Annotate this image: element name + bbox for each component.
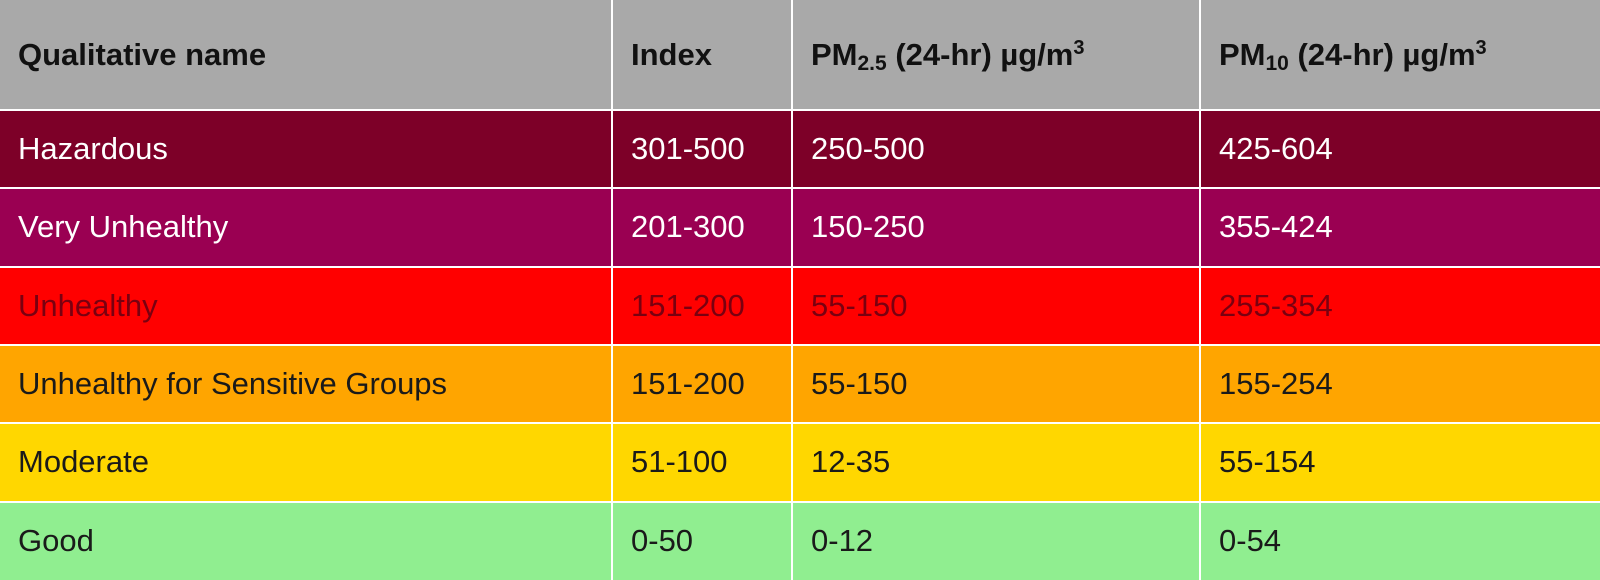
cell-qualitative-name: Good <box>0 500 613 580</box>
cell-pm10: 55-154 <box>1199 422 1600 503</box>
cell-pm25: 150-250 <box>791 187 1201 268</box>
header-pm25: PM2.5 (24-hr) µg/m3 <box>791 0 1201 111</box>
cell-index: 51-100 <box>611 422 793 503</box>
header-pm10-prefix: PM <box>1219 36 1266 72</box>
cell-pm25: 250-500 <box>791 108 1201 190</box>
table-body: Hazardous 301-500 250-500 425-604 Very U… <box>0 108 1600 580</box>
header-pm25-prefix: PM <box>811 36 858 72</box>
cell-qualitative-name: Unhealthy <box>0 265 613 346</box>
header-pm10-suffix: (24-hr) µg/m <box>1288 36 1476 72</box>
cell-pm10: 0-54 <box>1199 500 1600 580</box>
cell-qualitative-name: Very Unhealthy <box>0 187 613 268</box>
header-pm10-superscript: 3 <box>1475 36 1487 59</box>
table-row-unhealthy-sensitive-groups: Unhealthy for Sensitive Groups 151-200 5… <box>0 343 1600 425</box>
header-index: Index <box>611 0 793 111</box>
table-row-unhealthy: Unhealthy 151-200 55-150 255-354 <box>0 265 1600 346</box>
cell-pm25: 0-12 <box>791 500 1201 580</box>
header-qualitative-name: Qualitative name <box>0 0 613 111</box>
cell-pm10: 155-254 <box>1199 343 1600 425</box>
cell-pm25: 55-150 <box>791 265 1201 346</box>
header-row: Qualitative name Index PM2.5 (24-hr) µg/… <box>0 0 1600 111</box>
cell-qualitative-name: Unhealthy for Sensitive Groups <box>0 343 613 425</box>
header-pm25-superscript: 3 <box>1073 36 1085 59</box>
table-row-moderate: Moderate 51-100 12-35 55-154 <box>0 422 1600 503</box>
header-pm10-subscript: 10 <box>1265 51 1289 75</box>
table-row-hazardous: Hazardous 301-500 250-500 425-604 <box>0 108 1600 190</box>
cell-pm10: 255-354 <box>1199 265 1600 346</box>
cell-pm10: 425-604 <box>1199 108 1600 190</box>
cell-index: 151-200 <box>611 343 793 425</box>
cell-qualitative-name: Moderate <box>0 422 613 503</box>
cell-pm25: 55-150 <box>791 343 1201 425</box>
cell-pm25: 12-35 <box>791 422 1201 503</box>
table-row-very-unhealthy: Very Unhealthy 201-300 150-250 355-424 <box>0 187 1600 268</box>
cell-pm10: 355-424 <box>1199 187 1600 268</box>
header-pm25-suffix: (24-hr) µg/m <box>886 36 1074 72</box>
table-row-good: Good 0-50 0-12 0-54 <box>0 500 1600 580</box>
cell-index: 151-200 <box>611 265 793 346</box>
cell-qualitative-name: Hazardous <box>0 108 613 190</box>
table-header: Qualitative name Index PM2.5 (24-hr) µg/… <box>0 0 1600 111</box>
cell-index: 0-50 <box>611 500 793 580</box>
header-pm10: PM10 (24-hr) µg/m3 <box>1199 0 1600 111</box>
header-pm25-subscript: 2.5 <box>857 51 887 75</box>
cell-index: 201-300 <box>611 187 793 268</box>
cell-index: 301-500 <box>611 108 793 190</box>
